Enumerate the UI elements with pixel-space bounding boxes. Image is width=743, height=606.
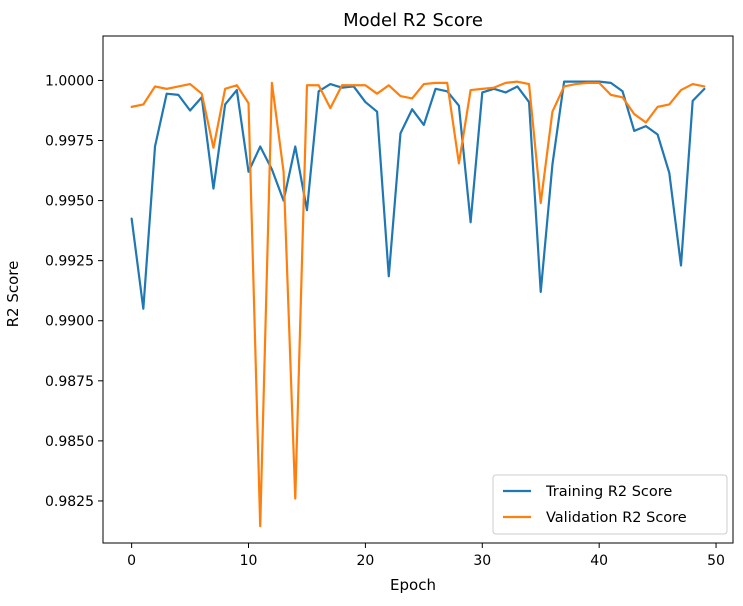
y-tick-label: 0.9975 (45, 134, 94, 150)
x-tick-label: 40 (590, 553, 608, 569)
x-axis-title: Epoch (390, 576, 436, 594)
legend: Training R2 Score Validation R2 Score (492, 474, 728, 535)
legend-box (492, 474, 728, 535)
y-tick-label: 0.9850 (45, 434, 94, 450)
y-tick-label: 1.0000 (45, 73, 94, 89)
series-line-training (130, 80, 706, 310)
x-tick-label: 10 (240, 553, 258, 569)
chart-title: Model R2 Score (343, 10, 483, 31)
y-axis-title: R2 Score (4, 261, 22, 328)
series-line-validation (130, 80, 706, 528)
legend-label-validation: Validation R2 Score (546, 510, 687, 526)
legend-label-training: Training R2 Score (545, 484, 672, 500)
plot-area: 0 10 20 30 40 50 0.9825 0.9850 0.9875 0.9900 0.992… (45, 35, 734, 569)
y-tick-label: 0.9900 (45, 314, 94, 330)
y-tick-label: 0.9875 (45, 374, 94, 390)
y-tick-label: 0.9825 (45, 494, 94, 510)
y-tick-label: 0.9925 (45, 254, 94, 270)
x-tick-label: 20 (356, 553, 374, 569)
x-tick-label: 30 (473, 553, 491, 569)
x-tick-label: 50 (707, 553, 725, 569)
plot-frame (102, 35, 734, 544)
y-tick-label: 0.9950 (45, 194, 94, 210)
x-tick-label: 0 (127, 553, 136, 569)
